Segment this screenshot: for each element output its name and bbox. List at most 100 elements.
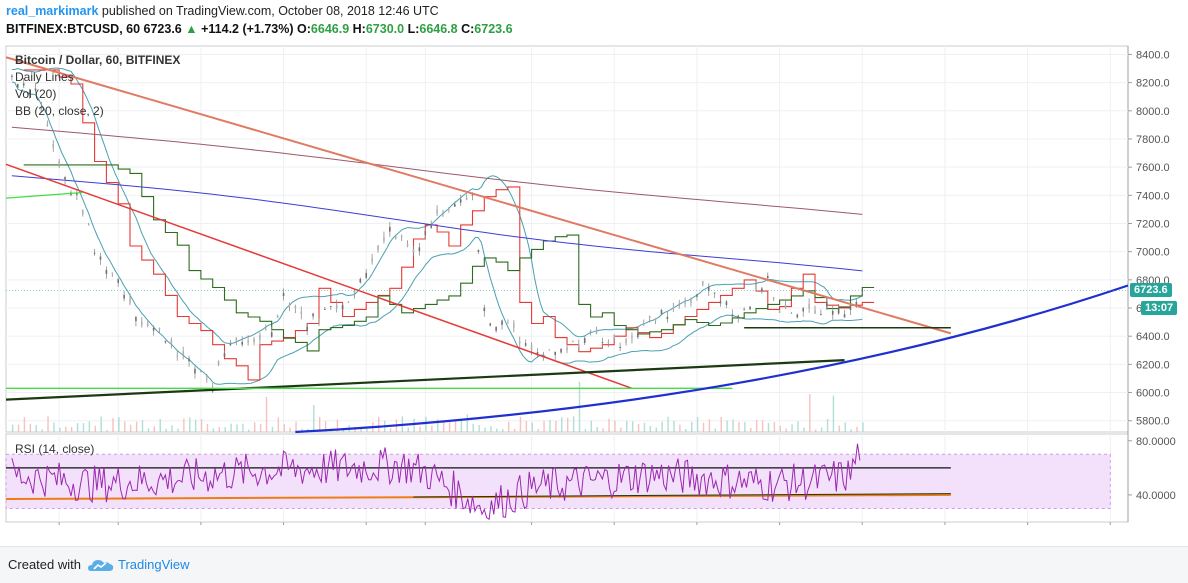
candle-body: [660, 310, 663, 314]
volume-bar: [259, 423, 262, 432]
candle-body: [235, 337, 238, 342]
candle-body: [394, 235, 397, 239]
rsi-legend[interactable]: RSI (14, close): [15, 442, 95, 456]
volume-bar: [159, 419, 161, 432]
volume-bar: [531, 422, 533, 432]
candle-body: [637, 333, 639, 338]
volume-bar: [826, 418, 829, 432]
volume-bar: [65, 426, 67, 432]
price-tick-label: 7600.0: [1136, 162, 1170, 174]
author-link[interactable]: real_markimark: [6, 4, 99, 18]
daily-ma-green: [23, 164, 875, 352]
legend-item-volume[interactable]: Vol (20): [15, 87, 57, 101]
volume-bar: [832, 395, 835, 432]
candle-body: [766, 276, 769, 279]
candle-body: [737, 315, 740, 318]
time-axis: Aug6132027Sep101724Oct8152229: [58, 522, 1111, 525]
volume-bar: [791, 424, 793, 432]
candle-body: [678, 305, 680, 307]
candle-body: [489, 323, 492, 326]
volume-bar: [206, 423, 209, 432]
volume-bar: [242, 423, 244, 432]
daily-ma-red: [23, 69, 875, 381]
candle-body: [684, 302, 686, 304]
open-label: O:: [297, 22, 311, 36]
candle-body: [170, 340, 173, 344]
legend-item-bollinger[interactable]: BB (20, close, 2): [15, 104, 104, 118]
candle-body: [625, 339, 627, 344]
volume-bar: [336, 419, 339, 432]
volume-bar: [572, 416, 575, 432]
candle-body: [34, 88, 37, 91]
candle-body: [81, 209, 84, 215]
volume-bar: [714, 428, 717, 432]
candle-body: [477, 249, 480, 252]
legend-item-daily-lines[interactable]: Daily Lines: [15, 70, 74, 84]
published-text: published on TradingView.com, October 08…: [101, 4, 439, 18]
candle-body: [454, 204, 456, 207]
volume-bar: [147, 428, 150, 432]
volume-bar: [761, 420, 764, 432]
tradingview-brand-link[interactable]: TradingView: [118, 557, 190, 572]
volume-bar: [218, 426, 220, 432]
bar-countdown-tag: 13:07: [1141, 301, 1178, 315]
candle-body: [595, 329, 598, 334]
price-chart[interactable]: 5800.06000.06200.06400.06600.06800.07000…: [0, 40, 1188, 525]
volume-bar: [413, 418, 415, 432]
candle-body: [495, 327, 497, 331]
bollinger-upper: [11, 67, 863, 344]
volume-bar: [106, 429, 108, 432]
price-tick-label: 8200.0: [1136, 78, 1170, 90]
candle-body: [158, 328, 161, 330]
candle-body: [365, 272, 368, 278]
candle-body: [507, 322, 509, 324]
volume-bar: [200, 419, 203, 432]
volume-bar: [649, 425, 652, 432]
volume-bar: [614, 420, 616, 432]
volume-bar: [466, 414, 469, 432]
volume-bar: [773, 422, 776, 432]
candle-body: [448, 207, 450, 209]
rsi-band: [5, 453, 1111, 509]
up-arrow-icon: ▲: [185, 22, 198, 36]
volume-bar: [130, 424, 132, 432]
volume-bar: [431, 425, 433, 432]
candle-body: [566, 347, 568, 351]
daily-line-short: [5, 191, 83, 199]
volume-bar: [112, 418, 114, 432]
candle-body: [335, 304, 338, 308]
candle-body: [755, 284, 757, 290]
candle-body: [613, 334, 616, 338]
candle-body: [253, 338, 255, 342]
candle-body: [436, 209, 438, 214]
candle-body: [406, 243, 409, 246]
candle-body: [76, 193, 78, 195]
volume-bar: [295, 421, 297, 432]
volume-bar: [673, 420, 675, 432]
volume-bar: [141, 420, 144, 432]
candle-body: [843, 314, 846, 318]
candle-body: [666, 316, 669, 320]
candle-body: [554, 351, 556, 356]
candle-body: [778, 310, 781, 313]
volume-bar: [661, 421, 663, 432]
volume-bar: [750, 428, 752, 432]
volume-bar: [478, 424, 480, 432]
low-value: 6646.8: [419, 22, 458, 36]
volume-bar: [490, 426, 492, 432]
candle-body: [306, 326, 308, 331]
last-price: 6723.6: [143, 22, 182, 36]
volume-bar: [318, 417, 321, 432]
low-label: L:: [407, 22, 420, 36]
candle-body: [276, 315, 279, 318]
volume-bar: [313, 405, 315, 432]
candle-body: [619, 347, 621, 349]
candle-body: [820, 314, 822, 316]
volume-bar: [590, 420, 593, 432]
candle-body: [324, 308, 326, 310]
chart-header: real_markimark published on TradingView.…: [6, 2, 1176, 38]
tradingview-cloud-icon[interactable]: [88, 557, 114, 573]
volume-bar: [236, 424, 238, 432]
candle-body: [194, 368, 196, 374]
candle-body: [583, 338, 586, 343]
